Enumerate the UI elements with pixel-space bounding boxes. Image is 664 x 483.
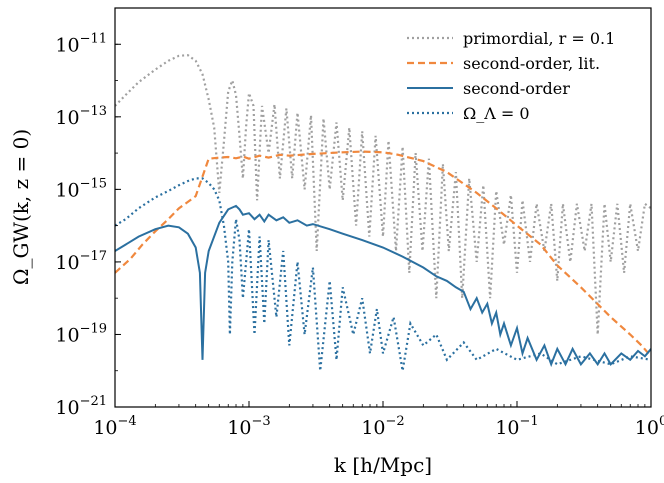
y-tick-label-3: 10−15	[55, 176, 107, 201]
x-axis-label: k [h/Mpc]	[334, 453, 432, 477]
legend-label-3: Ω_Λ = 0	[463, 104, 530, 123]
series-line-1	[115, 150, 651, 358]
legend: primordial, r = 0.1 second-order, lit. sec…	[407, 29, 615, 123]
legend-label-1: second-order, lit.	[463, 54, 600, 73]
y-tick-label-0: 10−21	[55, 394, 107, 419]
x-tick-label-1: 10−3	[227, 414, 270, 439]
x-axis: 10−4 10−3 10−2 10−1 100	[93, 401, 664, 439]
series-line-2	[115, 204, 651, 368]
series-line-3	[115, 177, 651, 371]
x-tick-label-4: 100	[635, 414, 664, 439]
x-tick-label-0: 10−4	[93, 414, 136, 439]
y-axis: 10−21 10−19 10−17 10−15 10−13 10−11	[55, 7, 121, 419]
y-tick-label-4: 10−13	[55, 104, 107, 129]
legend-label-2: second-order	[463, 79, 570, 98]
legend-label-0: primordial, r = 0.1	[463, 29, 615, 48]
y-tick-label-2: 10−17	[55, 249, 107, 274]
x-tick-label-2: 10−2	[361, 414, 404, 439]
y-tick-label-1: 10−19	[55, 321, 107, 346]
y-axis-label: Ω_GW(k, z = 0)	[9, 129, 33, 285]
y-tick-label-5: 10−11	[55, 31, 107, 56]
series-line-0	[115, 54, 651, 335]
series-layer	[115, 54, 651, 371]
x-tick-label-3: 10−1	[495, 414, 538, 439]
